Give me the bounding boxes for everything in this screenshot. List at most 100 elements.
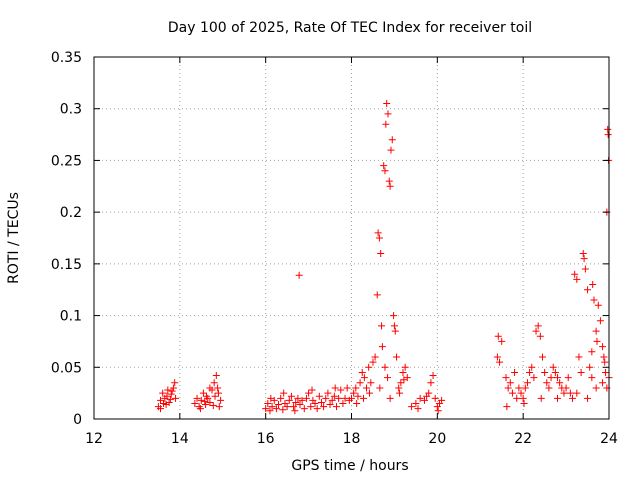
data-point xyxy=(209,402,217,410)
data-point xyxy=(504,384,512,392)
data-point xyxy=(381,167,389,175)
data-point xyxy=(215,403,223,411)
data-point xyxy=(604,131,612,139)
data-point xyxy=(206,398,214,406)
data-point xyxy=(363,384,371,392)
x-tick-label: 20 xyxy=(428,431,446,447)
data-point xyxy=(502,374,510,382)
data-point xyxy=(159,389,167,397)
data-point xyxy=(537,394,545,402)
data-point xyxy=(171,379,179,387)
data-point xyxy=(382,120,390,128)
data-point xyxy=(305,389,313,397)
data-point xyxy=(360,374,368,382)
data-point xyxy=(384,110,392,118)
data-point xyxy=(412,399,420,407)
data-point xyxy=(390,312,398,320)
data-point xyxy=(377,250,385,258)
data-point xyxy=(169,384,177,392)
data-point xyxy=(593,337,601,345)
data-point xyxy=(295,271,303,279)
data-point xyxy=(420,396,428,404)
data-point xyxy=(313,405,321,413)
data-point xyxy=(588,374,596,382)
data-point xyxy=(520,399,528,407)
data-point xyxy=(586,363,594,371)
data-point xyxy=(494,332,502,340)
data-point xyxy=(573,389,581,397)
data-point xyxy=(554,374,561,382)
data-point xyxy=(532,327,540,335)
data-point xyxy=(308,386,316,394)
data-point xyxy=(292,398,300,406)
data-point xyxy=(569,394,577,402)
data-point xyxy=(534,322,542,330)
data-points xyxy=(154,100,613,415)
data-point xyxy=(320,403,328,411)
data-point xyxy=(545,384,553,392)
data-point xyxy=(579,250,587,258)
data-point xyxy=(339,399,347,407)
data-point xyxy=(217,396,225,404)
data-point xyxy=(324,389,332,397)
data-point xyxy=(556,379,564,387)
data-point xyxy=(300,405,308,413)
x-tick-label: 12 xyxy=(85,431,103,447)
data-point xyxy=(580,255,588,263)
data-point xyxy=(386,394,394,402)
data-point xyxy=(326,401,334,409)
data-point xyxy=(374,229,382,237)
data-point xyxy=(536,332,544,340)
data-point xyxy=(343,384,351,392)
data-point xyxy=(401,363,409,371)
data-point xyxy=(315,392,323,400)
data-point xyxy=(212,372,220,380)
data-point xyxy=(285,396,293,404)
data-point xyxy=(280,389,288,397)
data-point xyxy=(498,337,506,345)
data-point xyxy=(168,387,176,395)
y-tick-label: 0 xyxy=(73,412,82,428)
y-tick-label: 0.15 xyxy=(51,257,82,273)
y-tick-label: 0.35 xyxy=(51,50,82,66)
data-point xyxy=(337,386,345,394)
data-point xyxy=(214,389,222,397)
data-point xyxy=(332,403,340,411)
y-tick-label: 0.25 xyxy=(51,153,82,169)
data-point xyxy=(506,379,514,387)
data-point xyxy=(371,353,379,361)
data-point xyxy=(199,389,207,397)
data-point xyxy=(423,392,431,400)
data-point xyxy=(575,353,583,361)
data-point xyxy=(564,374,572,382)
data-point xyxy=(291,407,299,415)
y-axis-label: ROTI / TECUs xyxy=(6,192,22,284)
data-point xyxy=(384,374,392,382)
data-point xyxy=(348,394,355,402)
data-point xyxy=(549,363,557,371)
data-point xyxy=(600,353,608,361)
x-axis-label: GPS time / hours xyxy=(291,458,408,474)
data-point xyxy=(266,407,274,415)
data-point xyxy=(163,392,171,400)
data-point xyxy=(287,392,295,400)
x-tick-label: 14 xyxy=(171,431,189,447)
data-point xyxy=(380,162,388,170)
data-point xyxy=(311,399,319,407)
data-point xyxy=(307,403,315,411)
data-point xyxy=(328,396,336,404)
data-point xyxy=(596,317,604,325)
data-point xyxy=(523,379,531,387)
data-point xyxy=(396,389,404,397)
data-point xyxy=(330,392,338,400)
data-point xyxy=(399,368,407,376)
data-point xyxy=(202,392,210,400)
data-point xyxy=(369,358,377,366)
data-point xyxy=(508,389,516,397)
data-point xyxy=(272,405,280,413)
data-point xyxy=(599,379,607,387)
data-point xyxy=(526,368,534,376)
data-point xyxy=(353,399,361,407)
data-point xyxy=(560,389,568,397)
data-point xyxy=(197,396,205,404)
